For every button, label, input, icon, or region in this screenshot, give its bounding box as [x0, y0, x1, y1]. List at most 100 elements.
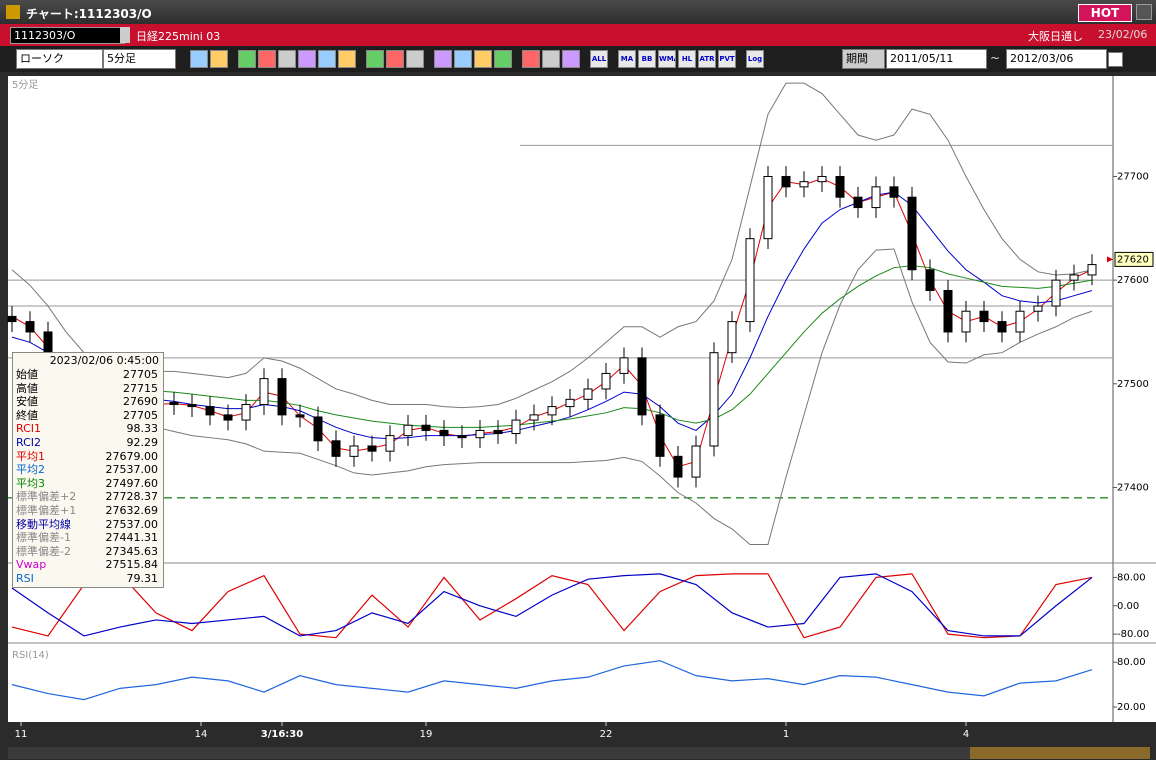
- candle-body: [925, 269, 935, 291]
- info-label: 平均2: [16, 463, 45, 477]
- date: 23/02/06: [1098, 28, 1148, 41]
- tool-button[interactable]: PVT: [718, 50, 736, 68]
- info-row: 標準偏差-2 27345.63: [16, 545, 160, 558]
- tilde: ~: [990, 51, 1001, 65]
- y-tick-label: 27400: [1117, 482, 1149, 493]
- tool-icon[interactable]: [474, 50, 492, 68]
- tool-icon[interactable]: [454, 50, 472, 68]
- y-tick-label: 0.00: [1117, 601, 1139, 612]
- candle-body: [331, 440, 341, 457]
- tool-icon[interactable]: [298, 50, 316, 68]
- checkbox[interactable]: [1108, 52, 1123, 67]
- last-price-arrow: [1107, 256, 1113, 263]
- info-label: 標準偏差+1: [16, 504, 77, 517]
- symbol-dropdown[interactable]: [120, 27, 130, 43]
- info-label: 高値: [16, 381, 38, 395]
- panel-title: 5分足: [12, 79, 38, 91]
- candle-body: [403, 424, 413, 437]
- candle-body: [619, 357, 629, 374]
- candle-body: [817, 175, 827, 183]
- info-row: RCI2 92.29: [16, 436, 160, 449]
- tool-icon[interactable]: [562, 50, 580, 68]
- symbol-field[interactable]: 1112303/O: [10, 27, 125, 44]
- scroll-thumb[interactable]: [970, 747, 1150, 759]
- tool-icon[interactable]: [278, 50, 296, 68]
- candle-body: [601, 372, 611, 390]
- info-value: 27705: [123, 368, 158, 381]
- info-label: 標準偏差+2: [16, 490, 77, 504]
- info-header: 2023/02/06 0:45:00: [49, 354, 159, 367]
- tool-icon[interactable]: [238, 50, 256, 68]
- y-tick-label: 80.00: [1117, 657, 1146, 668]
- tool-icon[interactable]: [542, 50, 560, 68]
- info-row: 平均3 27497.60: [16, 477, 160, 490]
- info-label: 標準偏差-2: [16, 544, 71, 558]
- info-row: 移動平均線 27537.00: [16, 518, 160, 531]
- tool-button[interactable]: ALL: [590, 50, 608, 68]
- interval-select[interactable]: 5分足: [103, 49, 176, 69]
- candle-body: [709, 352, 719, 447]
- period-button[interactable]: 期間: [842, 49, 885, 69]
- candle-body: [187, 404, 197, 408]
- to-date[interactable]: 2012/03/06: [1006, 49, 1107, 69]
- info-row: 高値 27715: [16, 382, 160, 395]
- candle-body: [169, 401, 179, 406]
- tool-icon[interactable]: [406, 50, 424, 68]
- info-value: 27345.63: [105, 544, 159, 558]
- last-price-box: [1114, 251, 1154, 267]
- y-tick-label: 27700: [1117, 171, 1149, 182]
- panel-title: RSI(14): [12, 650, 49, 661]
- info-value: 27441.31: [105, 531, 159, 545]
- info-label: 終値: [16, 408, 38, 422]
- candle-body: [799, 181, 809, 188]
- info-value: 27679.00: [105, 449, 159, 463]
- tool-icon[interactable]: [434, 50, 452, 68]
- info-label: Vwap: [16, 558, 47, 572]
- tool-icon[interactable]: [258, 50, 276, 68]
- info-label: 平均1: [16, 449, 45, 463]
- candle-body: [691, 445, 701, 478]
- tool-icon[interactable]: [522, 50, 540, 68]
- x-tick-label: 3/16:30: [261, 729, 303, 740]
- tool-icon[interactable]: [338, 50, 356, 68]
- tool-button[interactable]: WMA: [658, 50, 676, 68]
- info-value: 92.29: [126, 436, 159, 449]
- y-tick-label: 80.00: [1117, 572, 1146, 583]
- candle-body: [763, 175, 773, 240]
- info-panel: 2023/02/06 0:45:00 始値 27705 高値 27715 安値 27690…: [12, 352, 164, 588]
- y-tick-label: -80.00: [1117, 629, 1149, 640]
- candle-body: [421, 424, 431, 431]
- chart: 5分足 27400 27500 27600 27700 27620 80.00 0.00 -80…: [0, 76, 1156, 760]
- chart-type-select[interactable]: ローソク: [16, 49, 103, 69]
- last-price-label: 27620: [1117, 254, 1149, 265]
- tool-icon[interactable]: [494, 50, 512, 68]
- indicator-line: [11, 660, 1093, 701]
- tool-icon[interactable]: [210, 50, 228, 68]
- tool-button[interactable]: MA: [618, 50, 636, 68]
- candle-body: [385, 435, 395, 452]
- from-date[interactable]: 2011/05/11: [886, 49, 987, 69]
- tool-button[interactable]: BB: [638, 50, 656, 68]
- close-button[interactable]: [1136, 4, 1152, 20]
- info-label: RCI2: [16, 436, 42, 449]
- info-row: RCI1 98.33: [16, 422, 160, 435]
- info-label: RSI: [16, 572, 34, 585]
- info-row: 標準偏差-1 27441.31: [16, 531, 160, 544]
- tool-icon[interactable]: [318, 50, 336, 68]
- tool-icon[interactable]: [190, 50, 208, 68]
- tool-button[interactable]: ATR: [698, 50, 716, 68]
- tool-button[interactable]: HL: [678, 50, 696, 68]
- candle-body: [439, 429, 449, 437]
- candle-body: [349, 445, 359, 457]
- info-row: 平均2 27537.00: [16, 463, 160, 476]
- candle-body: [277, 378, 287, 416]
- tool-icon[interactable]: [386, 50, 404, 68]
- candle-body: [259, 378, 269, 406]
- hot-button[interactable]: HOT: [1078, 4, 1132, 22]
- window-title: チャート:1112303/O: [26, 7, 152, 21]
- tool-button[interactable]: Log: [746, 50, 764, 68]
- tool-icon[interactable]: [366, 50, 384, 68]
- candle-body: [943, 289, 953, 333]
- info-value: 27715: [123, 381, 158, 395]
- candle-body: [727, 321, 737, 354]
